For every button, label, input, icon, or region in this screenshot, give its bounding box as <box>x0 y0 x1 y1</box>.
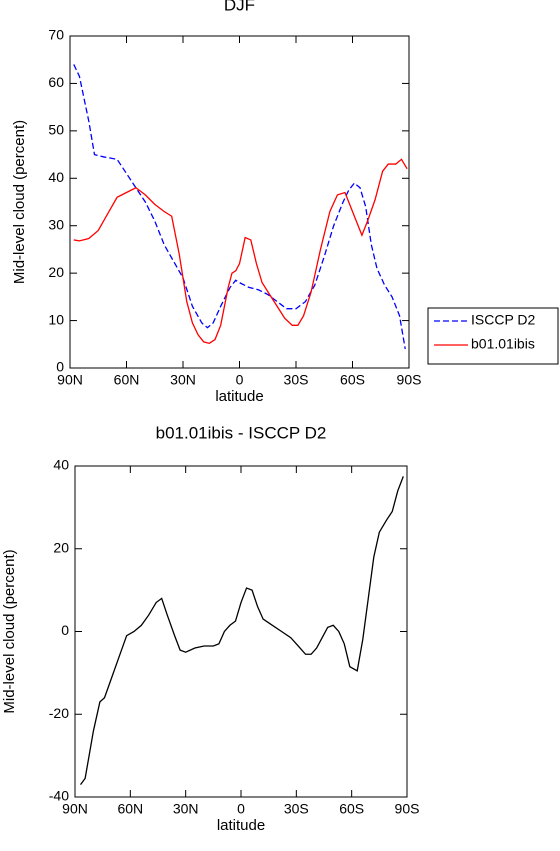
data-line <box>73 64 406 350</box>
legend-label: ISCCP D2 <box>471 312 536 328</box>
x-tick-label: 60S <box>339 801 364 817</box>
y-tick-label: 10 <box>48 311 64 327</box>
x-tick-label: 90S <box>395 801 420 817</box>
x-axis-label: latitude <box>215 388 263 405</box>
plot-frame <box>74 465 408 798</box>
data-line <box>80 476 404 785</box>
y-tick-label: 40 <box>53 457 69 473</box>
x-axis-label: latitude <box>217 817 265 834</box>
y-tick-label: 0 <box>56 359 64 375</box>
plot-frame <box>69 35 410 369</box>
x-tick-label: 0 <box>236 372 244 388</box>
x-tick-label: 30S <box>284 372 309 388</box>
y-tick-label: 60 <box>48 74 64 90</box>
x-tick-label: 60S <box>340 372 365 388</box>
chart-title: b01.01ibis - ISCCP D2 <box>156 423 327 442</box>
legend-box <box>427 307 559 365</box>
data-line <box>73 158 408 345</box>
y-tick-label: 50 <box>48 122 64 138</box>
x-tick-label: 30S <box>284 801 309 817</box>
x-tick-label: 90S <box>397 372 422 388</box>
legend-label: b01.01ibis <box>471 336 535 352</box>
y-tick-label: -20 <box>49 705 69 721</box>
y-axis-label: Mid-level cloud (percent) <box>1 549 18 713</box>
chart-title: DJF <box>224 0 255 14</box>
y-tick-label: 0 <box>61 622 69 638</box>
y-tick-label: 20 <box>48 264 64 280</box>
x-tick-label: 90N <box>57 372 83 388</box>
x-tick-label: 30N <box>170 372 196 388</box>
y-tick-label: 30 <box>48 216 64 232</box>
x-tick-label: 0 <box>237 801 245 817</box>
x-tick-label: 60N <box>114 372 140 388</box>
x-tick-label: 30N <box>173 801 199 817</box>
y-tick-label: 70 <box>48 27 64 43</box>
y-tick-label: 20 <box>53 539 69 555</box>
y-axis-label: Mid-level cloud (percent) <box>11 120 28 284</box>
x-tick-label: 90N <box>62 801 88 817</box>
y-tick-label: 40 <box>48 169 64 185</box>
y-tick-label: -40 <box>49 788 69 804</box>
x-tick-label: 60N <box>117 801 143 817</box>
